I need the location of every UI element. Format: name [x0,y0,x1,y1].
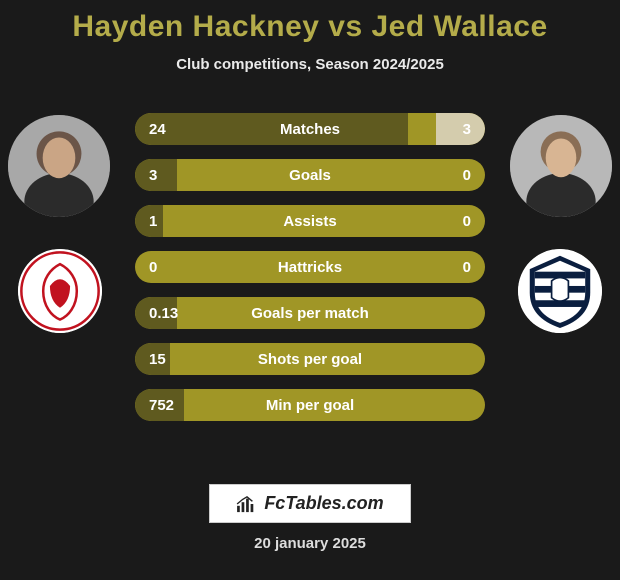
stat-bar: 3 Goals 0 [135,159,485,191]
stat-bar: 752 Min per goal [135,389,485,421]
stat-bar: 1 Assists 0 [135,205,485,237]
club-right-badge [518,249,602,333]
brand-logo: FcTables.com [209,484,410,523]
stat-value-left: 752 [149,397,174,414]
player-left-avatar [8,115,110,217]
stat-bars: 24 Matches 3 3 Goals 0 1 Assists 0 0 Hattricks 0 0.1… [135,113,485,421]
comparison-card: Hayden Hackney vs Jed Wallace Club compe… [0,0,620,580]
stat-value-left: 3 [149,167,157,184]
stat-value-left: 0.13 [149,305,178,322]
footer: FcTables.com 20 january 2025 [209,484,410,552]
stat-label: Hattricks [278,259,342,276]
stat-label: Matches [280,121,340,138]
stat-fill-right [436,113,485,145]
stat-value-right: 0 [463,259,471,276]
brand-text: FcTables.com [264,493,383,514]
stat-fill-left [135,113,408,145]
stat-value-right: 0 [463,167,471,184]
page-title: Hayden Hackney vs Jed Wallace [72,10,547,44]
stat-value-left: 0 [149,259,157,276]
stat-value-left: 24 [149,121,166,138]
stat-bar: 15 Shots per goal [135,343,485,375]
stat-label: Goals per match [251,305,369,322]
date-text: 20 january 2025 [254,535,366,552]
stat-value-left: 1 [149,213,157,230]
comparison-body: 24 Matches 3 3 Goals 0 1 Assists 0 0 Hattricks 0 0.1… [0,101,620,484]
stat-value-right: 3 [463,121,471,138]
stat-label: Assists [283,213,336,230]
stat-value-left: 15 [149,351,166,368]
stat-label: Shots per goal [258,351,362,368]
stat-bar: 24 Matches 3 [135,113,485,145]
stat-bar: 0 Hattricks 0 [135,251,485,283]
chart-icon [236,495,258,513]
stat-label: Goals [289,167,331,184]
club-left-badge [18,249,102,333]
player-right-avatar [510,115,612,217]
subtitle: Club competitions, Season 2024/2025 [176,56,444,73]
stat-label: Min per goal [266,397,354,414]
stat-value-right: 0 [463,213,471,230]
stat-bar: 0.13 Goals per match [135,297,485,329]
